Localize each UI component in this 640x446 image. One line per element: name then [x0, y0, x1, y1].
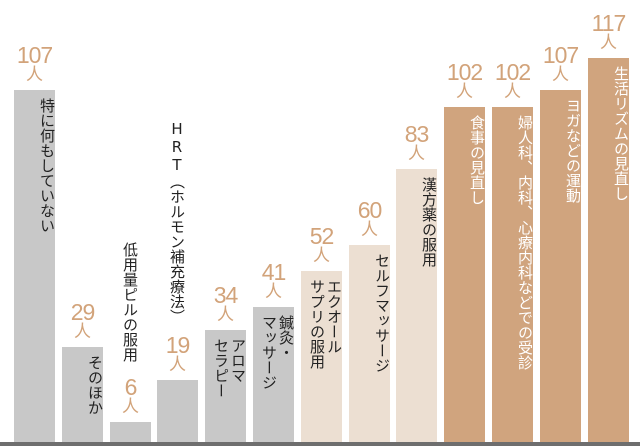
value-number: 34 — [213, 282, 239, 308]
value-label: 52 人 — [292, 225, 352, 265]
value-label: 83 人 — [387, 123, 447, 163]
value-unit: 人 — [122, 397, 139, 416]
bar: エクオール サプリの服用 — [301, 271, 343, 442]
category-label: アロマ セラピー — [212, 338, 247, 398]
value-label: 102 人 — [483, 61, 543, 101]
value-label: 19 人 — [148, 334, 208, 374]
bar: 漢方薬の服用 — [396, 169, 438, 442]
category-label: 漢方薬の服用 — [420, 177, 438, 267]
value-label: 107 人 — [531, 44, 591, 84]
category-label: ヨガなどの運動 — [564, 98, 582, 203]
bar: 婦人科、内科、心療内科などでの受診 — [492, 107, 534, 442]
value-unit: 人 — [265, 282, 282, 301]
category-label: エクオール サプリの服用 — [308, 279, 343, 369]
value-number: 19 — [165, 332, 191, 358]
value-label: 117 人 — [579, 12, 639, 52]
value-unit: 人 — [600, 33, 617, 52]
category-label: 生活リズムの見直し — [612, 66, 630, 201]
value-unit: 人 — [408, 144, 425, 163]
value-unit: 人 — [313, 246, 330, 265]
value-number: 102 — [446, 59, 483, 85]
bar: 食事の見直し — [444, 107, 486, 442]
value-label: 41 人 — [244, 261, 304, 301]
value-number: 41 — [261, 259, 287, 285]
value-number: 107 — [16, 42, 53, 68]
value-unit: 人 — [504, 82, 521, 101]
category-label: セルフマッサージ — [373, 253, 391, 373]
value-unit: 人 — [169, 355, 186, 374]
value-number: 117 — [591, 10, 627, 36]
category-label: 鍼灸・ マッサージ — [260, 315, 295, 390]
value-label: 29 人 — [53, 301, 113, 341]
value-number: 29 — [70, 299, 96, 325]
bar: そのほか — [62, 347, 104, 442]
bar — [157, 380, 198, 442]
bar — [110, 422, 151, 442]
value-number: 83 — [404, 121, 430, 147]
category-label: 食事の見直し — [468, 115, 486, 205]
value-label: 107 人 — [5, 44, 65, 84]
x-axis-line — [0, 442, 640, 446]
value-label: 34 人 — [196, 284, 256, 324]
value-unit: 人 — [361, 220, 378, 239]
value-number: 107 — [542, 42, 579, 68]
value-unit: 人 — [217, 305, 234, 324]
bar: アロマ セラピー — [205, 330, 247, 442]
value-number: 6 — [124, 374, 138, 400]
value-unit: 人 — [26, 65, 43, 84]
value-unit: 人 — [456, 82, 473, 101]
bar: 特に何もしていない — [14, 90, 56, 442]
value-number: 52 — [309, 223, 335, 249]
category-label: 特に何もしていない — [38, 98, 56, 233]
value-label: 102 人 — [435, 61, 495, 101]
bar: 鍼灸・ マッサージ — [253, 307, 295, 442]
category-label: 低用量ピルの服用 — [121, 242, 139, 362]
category-label: 婦人科、内科、心療内科などでの受診 — [516, 115, 534, 370]
bar: セルフマッサージ — [349, 245, 391, 442]
value-unit: 人 — [74, 322, 91, 341]
bar: 生活リズムの見直し — [588, 58, 630, 442]
bar: ヨガなどの運動 — [540, 90, 582, 442]
category-label: そのほか — [86, 355, 104, 415]
category-label: HRT（ホルモン補充療法） — [168, 120, 186, 324]
value-unit: 人 — [552, 65, 569, 84]
value-label: 60 人 — [340, 199, 400, 239]
value-number: 60 — [357, 197, 383, 223]
value-number: 102 — [494, 59, 531, 85]
